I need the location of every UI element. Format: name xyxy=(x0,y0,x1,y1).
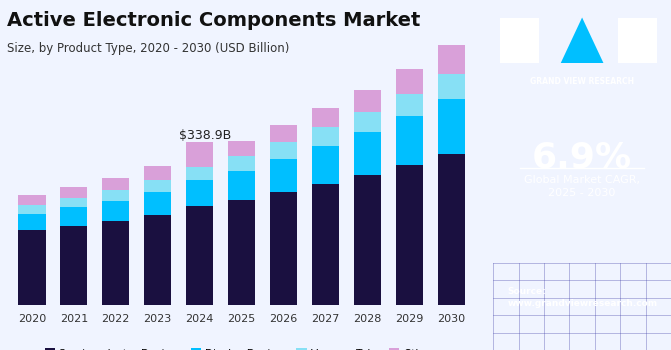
Bar xyxy=(270,192,297,304)
Bar xyxy=(437,99,465,154)
Bar xyxy=(354,90,381,112)
Bar xyxy=(396,93,423,116)
Bar xyxy=(102,190,130,201)
Bar xyxy=(186,206,213,304)
Bar xyxy=(186,180,213,206)
Bar xyxy=(312,127,339,146)
Bar xyxy=(396,116,423,165)
Text: Global Market CAGR,
2025 - 2030: Global Market CAGR, 2025 - 2030 xyxy=(524,175,640,198)
FancyBboxPatch shape xyxy=(617,18,657,63)
Legend: Semiconductor Devices, Display Devices, Vacuum Tube, Others: Semiconductor Devices, Display Devices, … xyxy=(40,344,443,350)
Bar xyxy=(186,167,213,180)
Bar xyxy=(60,187,87,198)
Bar xyxy=(60,225,87,304)
Bar xyxy=(354,132,381,175)
Bar xyxy=(312,108,339,127)
Bar xyxy=(437,154,465,304)
Bar xyxy=(144,215,171,304)
Bar xyxy=(354,112,381,132)
Bar xyxy=(228,170,255,200)
Text: $338.9B: $338.9B xyxy=(178,128,231,141)
Text: GRAND VIEW RESEARCH: GRAND VIEW RESEARCH xyxy=(530,77,634,86)
Bar xyxy=(186,142,213,167)
Bar xyxy=(18,205,46,214)
Bar xyxy=(102,221,130,304)
Text: Size, by Product Type, 2020 - 2030 (USD Billion): Size, by Product Type, 2020 - 2030 (USD … xyxy=(7,42,289,55)
Polygon shape xyxy=(561,18,603,63)
Bar xyxy=(228,200,255,304)
Bar xyxy=(312,146,339,184)
Text: 6.9%: 6.9% xyxy=(532,140,632,174)
Bar xyxy=(228,156,255,170)
Bar xyxy=(354,175,381,304)
Bar xyxy=(312,184,339,304)
Bar xyxy=(270,159,297,192)
Bar xyxy=(270,125,297,142)
Bar xyxy=(270,142,297,159)
Bar xyxy=(396,69,423,93)
Bar xyxy=(18,195,46,205)
Bar xyxy=(228,141,255,156)
Bar xyxy=(18,214,46,230)
Bar xyxy=(144,166,171,180)
Bar xyxy=(18,230,46,304)
Bar xyxy=(437,45,465,74)
Bar xyxy=(60,198,87,208)
Bar xyxy=(437,74,465,99)
Text: Source:
www.grandviewresearch.com: Source: www.grandviewresearch.com xyxy=(507,287,658,308)
FancyBboxPatch shape xyxy=(501,18,539,63)
Bar xyxy=(144,180,171,192)
Bar xyxy=(102,178,130,190)
Bar xyxy=(144,192,171,215)
Bar xyxy=(396,165,423,304)
Text: Active Electronic Components Market: Active Electronic Components Market xyxy=(7,10,420,29)
Bar xyxy=(60,208,87,225)
Bar xyxy=(102,201,130,221)
